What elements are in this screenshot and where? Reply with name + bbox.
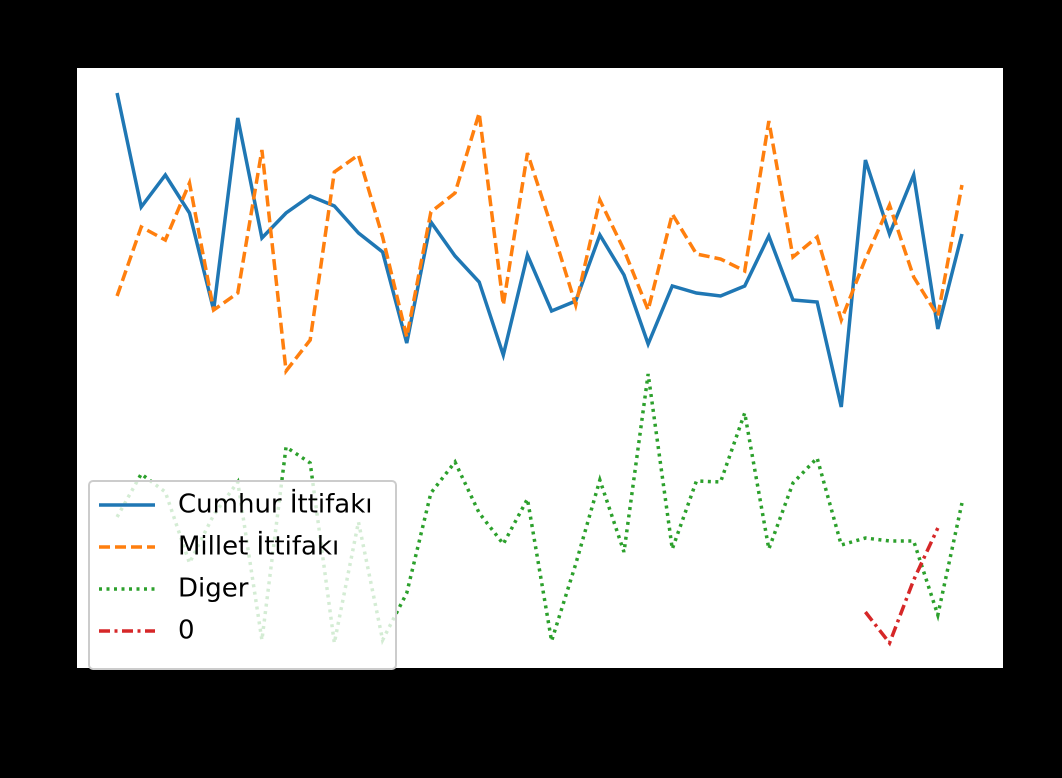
legend-label: 0 [178,616,195,646]
legend-label: Millet İttifakı [178,530,339,562]
series-line [115,92,964,408]
legend-label: Cumhur İttifakı [178,488,373,520]
legend-box [88,480,397,670]
series-line [864,527,940,647]
legend-label: Diger [178,574,249,604]
series-line [115,373,964,646]
series-line [115,112,964,376]
